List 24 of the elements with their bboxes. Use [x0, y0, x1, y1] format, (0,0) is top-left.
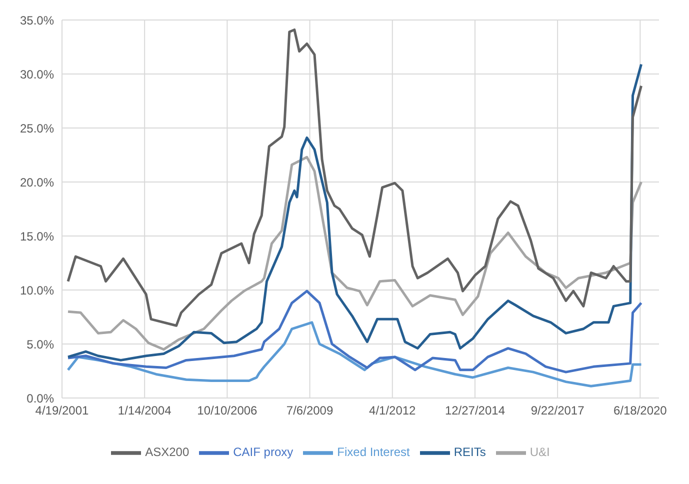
- y-tick-label: 20.0%: [20, 175, 54, 190]
- legend-label: CAIF proxy: [233, 445, 294, 460]
- legend-label: REITs: [454, 445, 486, 460]
- line-series: [66, 321, 642, 388]
- x-tick-label: 4/1/2012: [369, 404, 416, 418]
- y-tick-label: 25.0%: [20, 121, 54, 136]
- x-tick-label: 4/19/2001: [35, 404, 90, 418]
- x-tick-label: 7/6/2009: [286, 404, 334, 418]
- y-tick-label: 35.0%: [20, 13, 54, 28]
- y-tick-label: 0.0%: [26, 391, 54, 406]
- line-series: [66, 290, 642, 374]
- x-tick-label: 6/18/2020: [613, 404, 668, 418]
- line-series: [66, 28, 642, 327]
- x-tick-label: 9/22/2017: [530, 404, 585, 418]
- x-tick-label: 1/14/2004: [118, 404, 172, 418]
- legend-label: U&I: [530, 445, 550, 460]
- legend-label: Fixed Interest: [337, 445, 410, 460]
- y-tick-label: 10.0%: [20, 283, 54, 298]
- x-tick-label: 12/27/2014: [444, 404, 506, 418]
- y-tick-label: 15.0%: [20, 229, 54, 244]
- legend-label: ASX200: [145, 445, 190, 460]
- y-tick-label: 5.0%: [26, 337, 54, 352]
- y-tick-label: 30.0%: [20, 67, 54, 82]
- x-tick-label: 10/10/2006: [197, 404, 258, 418]
